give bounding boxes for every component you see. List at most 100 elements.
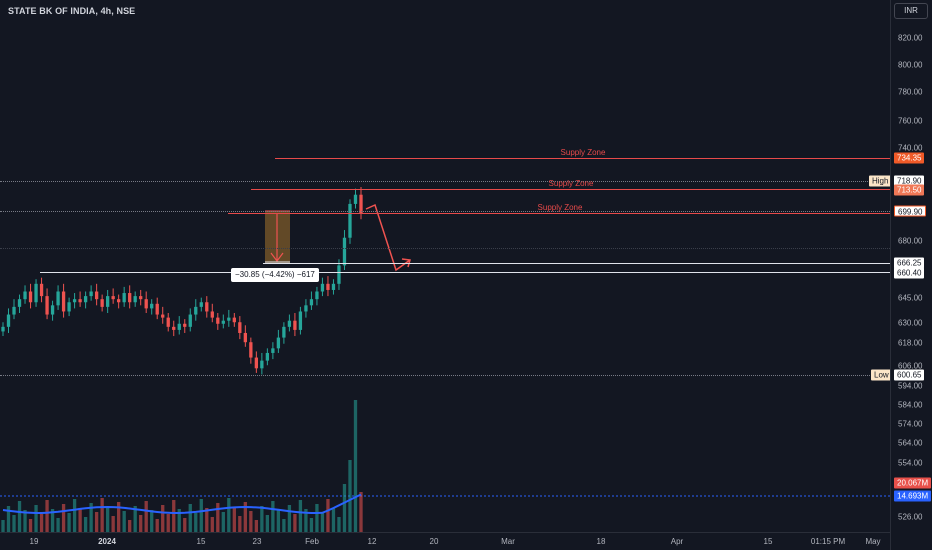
low-label: Low	[871, 369, 890, 381]
supply-zone-line-low[interactable]	[228, 213, 890, 214]
measure-label: −30.85 (−4.42%) −617	[231, 268, 319, 282]
volume-bar	[282, 519, 286, 532]
candle-body	[23, 291, 27, 300]
volume-bar	[56, 518, 60, 532]
price-tag-zone-mid: 713.50	[894, 184, 925, 196]
time-label: 15	[196, 537, 206, 546]
candle-body	[150, 303, 154, 309]
candle-body	[210, 311, 214, 318]
volume-bar	[309, 518, 314, 532]
candle-body	[265, 352, 270, 361]
volume-bar	[117, 502, 121, 532]
price-tag-line-b: 660.40	[894, 267, 925, 279]
price-tick: 760.00	[898, 116, 923, 126]
mid-dotted-line	[0, 248, 890, 249]
time-label: 2024	[98, 537, 116, 546]
chart-area[interactable]: STATE BK OF INDIA, 4h, NSE Supply Zone S…	[0, 0, 890, 532]
support-line-a[interactable]	[263, 263, 890, 264]
candle-body	[56, 291, 60, 306]
candle-body	[83, 296, 88, 303]
candle-body	[139, 296, 143, 300]
volume-bar	[359, 492, 363, 532]
candle-body	[12, 306, 16, 315]
time-label: Apr	[670, 537, 684, 546]
candle-body	[326, 283, 330, 290]
volume-bar	[50, 509, 55, 532]
candle-body	[260, 360, 264, 369]
candle-body	[166, 317, 170, 327]
volume-bar	[100, 498, 104, 532]
candle-body	[128, 293, 132, 303]
price-tick: 584.00	[898, 400, 923, 410]
price-tick: 780.00	[898, 87, 923, 97]
support-line-b[interactable]	[40, 272, 890, 273]
candle-body	[221, 320, 225, 324]
volume-bar	[78, 508, 82, 532]
volume-bar	[249, 511, 253, 532]
candle-body	[34, 283, 38, 303]
candle-body	[177, 323, 181, 330]
time-label: May	[865, 537, 881, 546]
volume-ma-line	[2, 493, 362, 514]
volume-bar	[298, 500, 303, 532]
volume-tag-last: 20.067M	[894, 477, 932, 489]
zone-dotted-line	[0, 211, 890, 212]
candle-body	[6, 314, 11, 327]
volume-bar	[1, 520, 5, 532]
time-label: 12	[367, 537, 377, 546]
volume-bar	[150, 510, 154, 532]
currency-button[interactable]: INR	[894, 3, 928, 19]
supply-zone-label-mid: Supply Zone	[548, 179, 594, 188]
candle-body	[227, 317, 231, 321]
volume-bar	[221, 512, 225, 532]
price-tick: 680.00	[898, 236, 923, 246]
volume-bar	[183, 518, 187, 532]
volume-bar	[67, 513, 71, 532]
projection-path	[365, 203, 411, 272]
price-tick: 594.00	[898, 381, 923, 391]
time-label: 23	[252, 537, 262, 546]
supply-zone-line-top[interactable]	[275, 158, 890, 159]
volume-bar	[128, 520, 132, 532]
candle-body	[72, 299, 77, 303]
supply-zone-line-mid[interactable]	[251, 189, 890, 190]
volume-bar	[166, 514, 170, 532]
supply-zone-label-top: Supply Zone	[560, 148, 606, 157]
price-tag-line-a: 666.25	[894, 257, 925, 269]
candle-body	[183, 323, 187, 327]
volume-bar	[28, 519, 33, 532]
measure-arrow-head	[270, 252, 284, 262]
volume-bar	[34, 505, 38, 532]
candle-body	[199, 302, 203, 307]
volume-bar	[232, 507, 236, 532]
candle-body	[238, 322, 242, 333]
candle-body	[1, 326, 5, 332]
price-tick: 574.00	[898, 419, 923, 429]
time-axis[interactable]	[0, 532, 890, 550]
candle-body	[155, 303, 159, 315]
volume-bar	[83, 517, 88, 532]
volume-bar	[23, 510, 27, 532]
candle-body	[271, 348, 275, 353]
volume-bar	[293, 514, 297, 532]
volume-bar	[39, 514, 44, 532]
candle-body	[100, 299, 104, 307]
candle-body	[304, 305, 308, 312]
volume-bar	[210, 517, 214, 532]
candle-body	[78, 299, 82, 303]
volume-bar	[271, 501, 275, 532]
symbol-title[interactable]: STATE BK OF INDIA, 4h, NSE	[8, 6, 136, 16]
volume-bar	[304, 509, 308, 532]
candle-body	[172, 326, 176, 330]
volume-bar	[122, 511, 126, 532]
candle-body	[61, 291, 66, 312]
volume-bar	[188, 504, 192, 532]
candle-body	[298, 311, 303, 330]
time-label: 20	[429, 537, 439, 546]
projection-arrow-head	[401, 258, 411, 268]
volume-bar	[265, 515, 270, 532]
volume-bar	[94, 512, 99, 532]
volume-tag-ma: 14.693M	[894, 490, 932, 502]
candle-body	[287, 320, 292, 327]
candle-body	[282, 326, 286, 338]
